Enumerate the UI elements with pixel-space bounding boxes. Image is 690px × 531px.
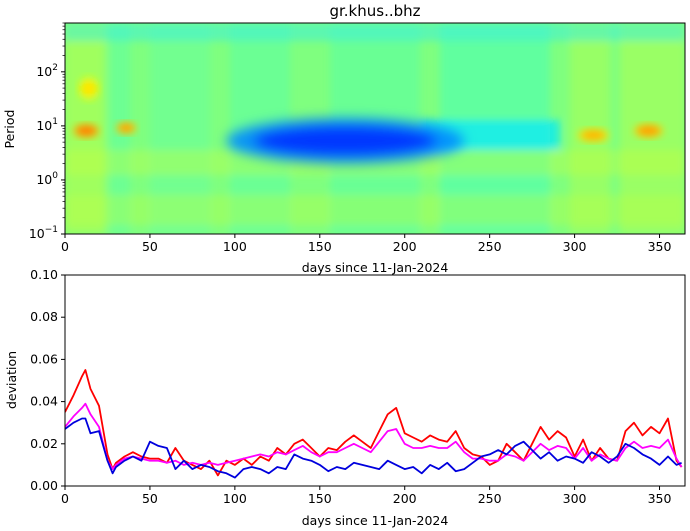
x-tick-label: 150 [308, 491, 332, 506]
x-tick-label: 50 [142, 239, 158, 254]
heatmap-feature [115, 121, 137, 135]
y-tick-label: 0.04 [30, 394, 58, 409]
x-tick-label: 0 [61, 491, 69, 506]
chart-title: gr.khus..bhz [329, 2, 420, 20]
heatmap-area [65, 23, 685, 234]
y-tick-label: 0.00 [30, 478, 58, 493]
x-tick-label: 250 [478, 239, 502, 254]
heatmap-feature [634, 123, 663, 138]
x-tick-label: 200 [393, 239, 417, 254]
y-tick-label: 101 [36, 117, 58, 133]
deviation-y-axis: 0.00 0.02 0.04 0.06 0.08 0.10 [30, 267, 65, 493]
heatmap-x-axis: 0 50 100 150 200 250 300 350 [61, 234, 671, 254]
x-tick-label: 300 [563, 491, 587, 506]
x-tick-label: 100 [223, 491, 247, 506]
y-tick-label: 102 [36, 63, 58, 79]
x-tick-label: 100 [223, 239, 247, 254]
heatmap-feature [577, 128, 609, 143]
y-tick-label: 0.08 [30, 309, 58, 324]
heatmap-feature [226, 117, 465, 164]
deviation-panel: 0 50 100 150 200 250 300 350 0.000.020.040.060.… [4, 267, 686, 528]
x-tick-label: 250 [478, 491, 502, 506]
y-tick-label: 0.10 [30, 267, 58, 282]
heatmap-y-axis: 10−1 100 101 102 [29, 22, 65, 241]
x-tick-label: 50 [142, 491, 158, 506]
y-tick-label: 0.02 [30, 436, 58, 451]
heatmap-y-label: Period [2, 110, 17, 149]
y-tick-label: 10−1 [29, 225, 58, 241]
y-tick-label: 0.06 [30, 351, 58, 366]
series-line-3 [65, 417, 682, 479]
deviation-x-label: days since 11-Jan-2024 [302, 513, 449, 528]
heatmap-x-label: days since 11-Jan-2024 [302, 260, 449, 275]
y-tick-label: 100 [36, 171, 58, 187]
heatmap-panel: gr.khus..bhz 0 50 100 150 200 250 300 350 [2, 2, 686, 275]
deviation-series [65, 369, 683, 479]
x-tick-label: 150 [308, 239, 332, 254]
deviation-frame [64, 274, 686, 487]
x-tick-label: 350 [648, 491, 672, 506]
x-tick-label: 300 [563, 239, 587, 254]
heatmap-feature [73, 123, 99, 138]
series-line-1 [65, 369, 683, 477]
heatmap-features [73, 77, 663, 164]
heatmap-feature [78, 77, 99, 101]
series-line-2 [65, 402, 683, 470]
x-tick-label: 0 [61, 239, 69, 254]
deviation-x-axis: 0 50 100 150 200 250 300 350 [61, 486, 671, 506]
x-tick-label: 200 [393, 491, 417, 506]
heatmap-texture [65, 23, 685, 234]
deviation-y-label: deviation [4, 351, 19, 409]
x-tick-label: 350 [648, 239, 672, 254]
